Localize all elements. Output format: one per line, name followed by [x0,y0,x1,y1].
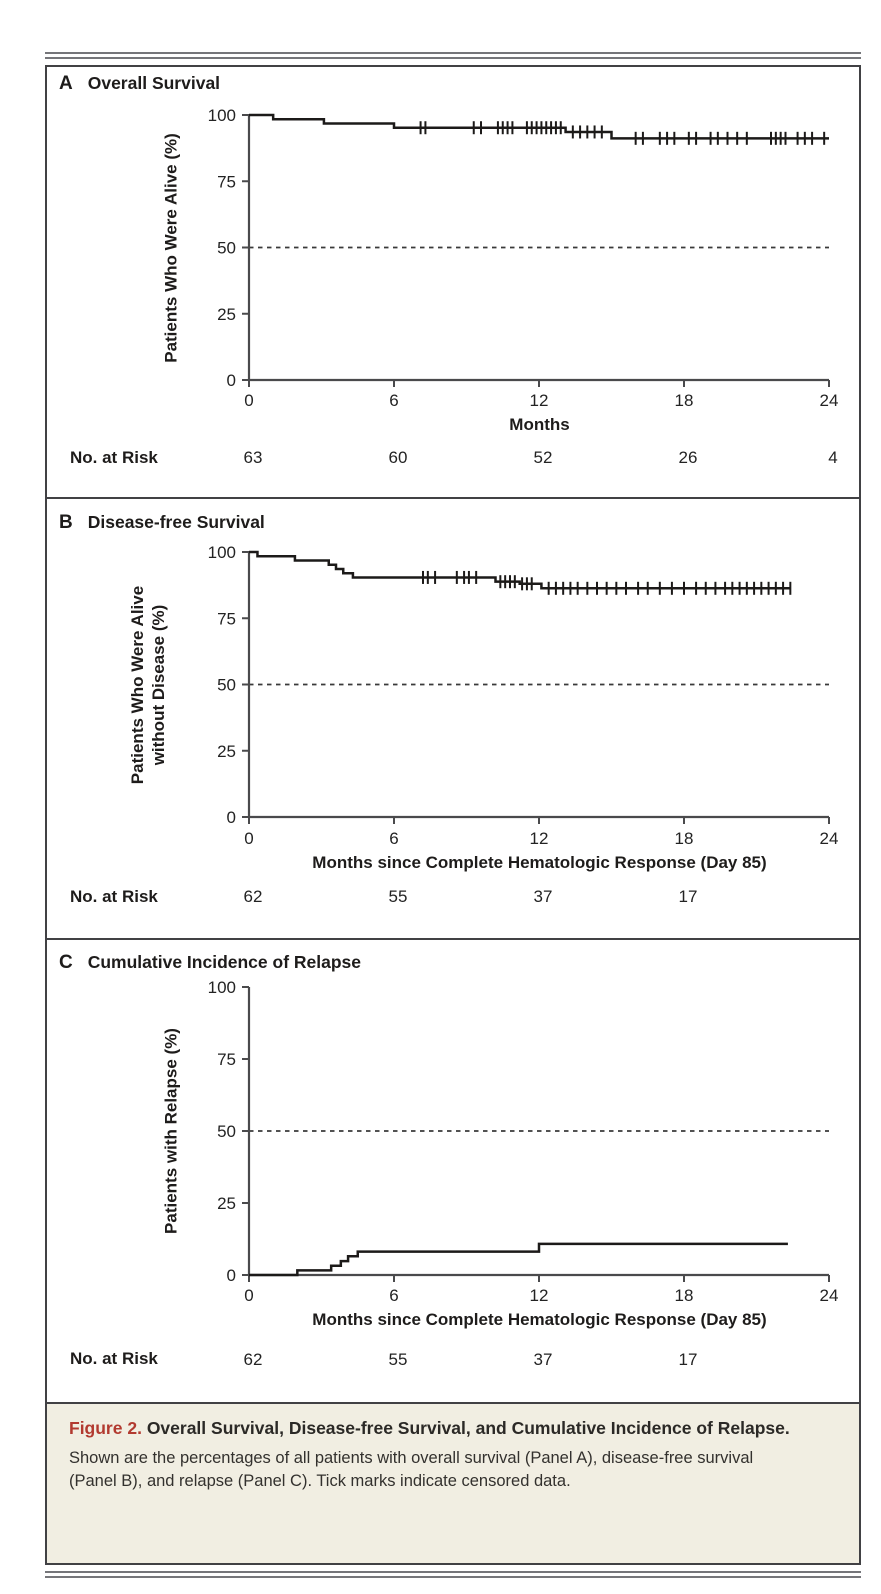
panel-cumulative-incidence-relapse: 0 25 50 75 100 0 6 12 18 24 62 55 37 17 C Cumulative I… [47,940,859,1402]
risk-count: 4 [828,448,837,467]
x-tick-label: 24 [820,391,839,410]
panel-title: Disease-free Survival [87,512,265,532]
panel-letter: C [59,952,73,973]
caption-title: Figure 2. Overall Survival, Disease-free… [69,1417,814,1440]
risk-count: 17 [679,1350,698,1369]
y-axis-title: Patients with Relapse (%) [161,1028,181,1234]
caption-title-text: Overall Survival, Disease-free Survival,… [146,1418,790,1438]
panel-header: A Overall Survival [59,73,220,95]
y-tick-label: 50 [217,1122,236,1141]
y-tick-label: 100 [208,106,236,125]
x-tick-label: 0 [244,829,253,848]
panel-letter: B [59,512,73,533]
risk-count: 52 [534,448,553,467]
survival-curve [249,1242,788,1277]
risk-table-label: No. at Risk [70,887,158,906]
y-tick-label: 75 [217,1050,236,1069]
y-tick-label: 50 [217,676,236,695]
figure-caption-box: Figure 2. Overall Survival, Disease-free… [47,1402,859,1563]
y-tick-label: 50 [217,239,236,258]
risk-count: 55 [389,1350,408,1369]
risk-count: 62 [244,887,263,906]
x-tick-label: 24 [820,1286,839,1305]
risk-count: 60 [389,448,408,467]
y-tick-label: 75 [217,609,236,628]
risk-count: 62 [244,1350,263,1369]
x-tick-label: 6 [389,1286,398,1305]
y-tick-label: 25 [217,742,236,761]
x-tick-label: 0 [244,1286,253,1305]
figure-frame: 0 25 50 75 100 0 6 12 18 24 63 60 52 26 4 A Overall Sur… [45,65,861,1565]
survival-curve [249,550,791,590]
risk-count: 55 [389,887,408,906]
bottom-double-rule [45,1571,861,1578]
panel-disease-free-survival: 0 25 50 75 100 0 6 12 18 24 62 55 37 17 B Disease-free… [47,499,859,940]
y-tick-label: 100 [208,543,236,562]
figure-number-label: Figure 2. [69,1418,142,1438]
x-tick-label: 12 [530,829,549,848]
risk-table-label: No. at Risk [70,1349,158,1368]
x-tick-label: 24 [820,829,839,848]
panel-header: C Cumulative Incidence of Relapse [59,952,361,974]
y-axis-title: Patients Who Were Alive without Disease … [127,585,168,785]
overall-survival-chart: 0 25 50 75 100 0 6 12 18 24 63 60 52 26 4 [208,106,839,467]
risk-count: 63 [244,448,263,467]
x-tick-label: 12 [530,391,549,410]
x-tick-label: 18 [675,1286,694,1305]
risk-count: 17 [679,887,698,906]
x-tick-label: 12 [530,1286,549,1305]
y-tick-label: 75 [217,172,236,191]
top-double-rule [45,52,861,59]
risk-count: 37 [534,887,553,906]
caption-body: Shown are the percentages of all patient… [69,1448,754,1491]
x-tick-label: 6 [389,391,398,410]
x-axis-title: Months since Complete Hematologic Respon… [312,1310,767,1329]
x-axis-title: Months [509,415,570,434]
y-tick-label: 25 [217,305,236,324]
y-tick-label: 100 [208,978,236,997]
cumulative-incidence-chart: 0 25 50 75 100 0 6 12 18 24 62 55 37 17 [208,978,839,1369]
survival-curve [249,113,829,140]
x-tick-label: 18 [675,391,694,410]
panel-title: Cumulative Incidence of Relapse [87,952,362,972]
y-tick-label: 0 [227,371,236,390]
panel-header: B Disease-free Survival [59,512,265,534]
risk-count: 37 [534,1350,553,1369]
risk-count: 26 [679,448,698,467]
x-tick-label: 6 [389,829,398,848]
x-tick-label: 0 [244,391,253,410]
disease-free-survival-chart: 0 25 50 75 100 0 6 12 18 24 62 55 37 17 [208,543,839,906]
x-tick-label: 18 [675,829,694,848]
risk-table-label: No. at Risk [70,448,158,467]
panel-overall-survival: 0 25 50 75 100 0 6 12 18 24 63 60 52 26 4 A Overall Sur… [47,67,859,499]
y-tick-label: 0 [227,808,236,827]
y-axis-title: Patients Who Were Alive (%) [161,133,181,363]
y-tick-label: 25 [217,1194,236,1213]
panel-letter: A [59,73,73,94]
y-tick-label: 0 [227,1266,236,1285]
x-axis-title: Months since Complete Hematologic Respon… [312,853,767,872]
panel-title: Overall Survival [87,73,221,93]
